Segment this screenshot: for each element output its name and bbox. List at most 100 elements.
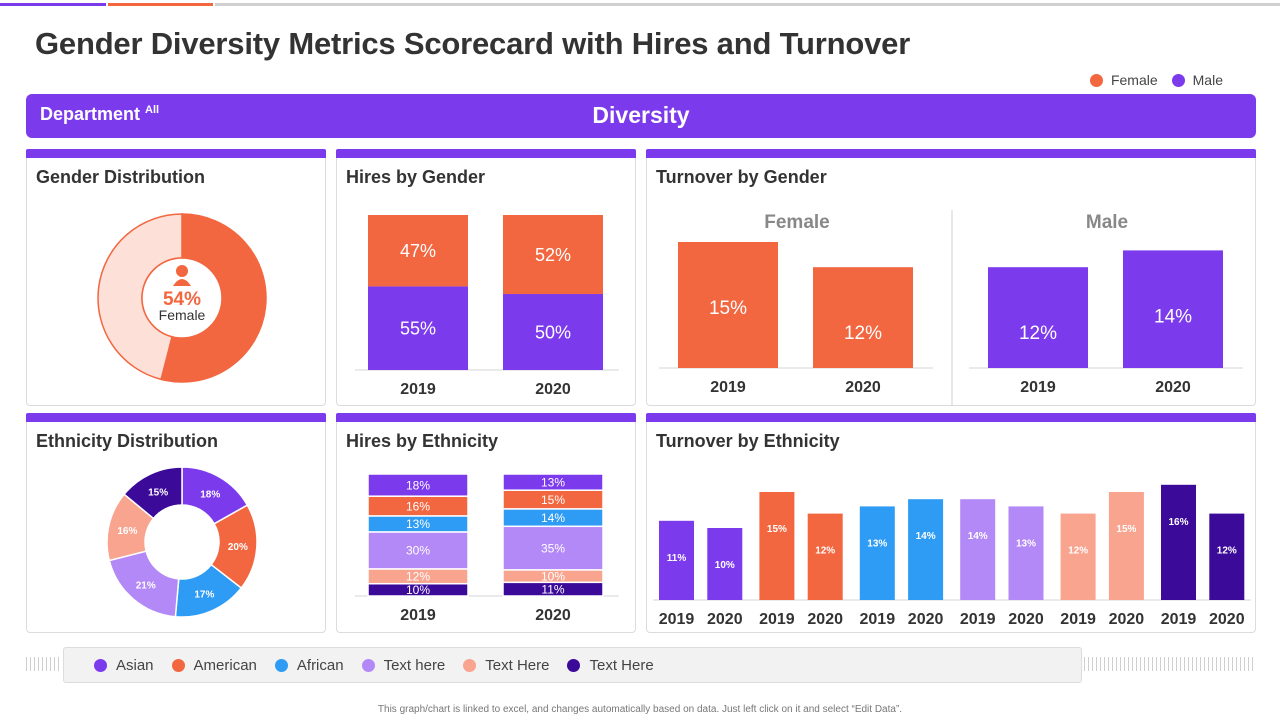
data-label: 16%	[406, 499, 430, 513]
data-label: 12%	[1217, 546, 1237, 557]
legend-hatch-right	[1084, 657, 1256, 671]
legend-item-male: Male	[1171, 72, 1223, 88]
data-label: 14%	[968, 531, 988, 542]
bar	[659, 520, 694, 600]
bar	[1209, 513, 1245, 600]
data-label: 12%	[406, 570, 430, 584]
x-tick-label: 2019	[400, 607, 436, 624]
bar-segment	[367, 473, 469, 497]
x-tick-label: 2020	[535, 607, 571, 624]
panel-title: Turnover by Ethnicity	[656, 431, 840, 451]
x-tick-label: 2020	[535, 381, 571, 398]
data-label: 11%	[667, 553, 687, 564]
data-label: 14%	[916, 531, 936, 542]
bar-segment	[368, 215, 468, 287]
bar-segment	[503, 215, 603, 295]
legend-label: Male	[1192, 72, 1223, 88]
panel-title: Turnover by Gender	[656, 167, 827, 187]
bar	[859, 506, 895, 600]
data-label: 10%	[406, 583, 430, 597]
american-dot-icon	[171, 658, 185, 672]
bar	[807, 513, 843, 600]
data-label: 30%	[406, 544, 430, 558]
legend-item-asian: Asian	[94, 657, 154, 674]
female-dot-icon	[1089, 73, 1103, 87]
data-label: 10%	[541, 569, 565, 583]
x-tick-label: 2019	[710, 379, 746, 396]
gender-distribution-panel: Gender Distribution 54% Female	[26, 149, 326, 406]
x-tick-label: 2020	[1008, 611, 1044, 628]
legend-item-text-here-2: Text Here	[463, 657, 549, 674]
bar-segment	[367, 531, 469, 570]
data-label: 12%	[1019, 323, 1057, 344]
x-tick-label: 2019	[860, 611, 896, 628]
top-accent-bar	[0, 0, 1280, 6]
bar	[960, 499, 996, 600]
gender-distribution-chart: 54%Female	[97, 213, 267, 383]
bar	[1161, 484, 1196, 600]
data-label: 20%	[228, 542, 248, 553]
hires-by-gender-chart: 55% 47% 2019 50% 52% 2020	[355, 215, 619, 398]
data-label: 35%	[541, 541, 565, 555]
legend-label: Text here	[383, 656, 446, 674]
department-value: All	[145, 104, 160, 116]
panel-strip	[26, 149, 326, 158]
data-label: 13%	[406, 517, 430, 531]
panel-strip	[26, 413, 326, 422]
center-label: Female	[159, 307, 206, 323]
bar-segment	[368, 286, 468, 370]
data-label: 16%	[117, 526, 137, 537]
x-tick-label: 2019	[759, 611, 795, 628]
panel-title: Ethnicity Distribution	[36, 431, 218, 451]
data-label: 14%	[541, 511, 565, 525]
legend-hatch-left	[26, 657, 62, 671]
data-label: 12%	[1068, 546, 1088, 557]
data-label: 50%	[535, 322, 571, 342]
african-dot-icon	[274, 658, 288, 672]
legend-label: Asian	[116, 656, 154, 674]
panel-title: Gender Distribution	[36, 167, 206, 187]
ethnicity-distribution-panel: Ethnicity Distribution 18% 20% 17% 21% 16% 15…	[26, 413, 326, 633]
data-label: 13%	[867, 538, 887, 549]
female-user-icon	[176, 265, 188, 277]
data-label: 15%	[767, 524, 787, 535]
department-filter[interactable]: Department All	[40, 104, 159, 125]
bar	[988, 267, 1088, 368]
bar	[1108, 492, 1144, 600]
panel-strip	[336, 413, 636, 422]
data-label: 15%	[709, 298, 747, 319]
hires-by-ethnicity-chart: 10%12%30%13%16%18%201911%10%35%14%15%13%…	[355, 473, 619, 624]
x-tick-label: 2020	[908, 611, 944, 628]
hires-by-gender-panel: Hires by Gender 55% 47% 2019 50% 52% 2020	[336, 149, 636, 406]
data-label: 11%	[541, 582, 564, 596]
panel-title: Hires by Ethnicity	[346, 431, 499, 451]
text-here-3-dot-icon	[567, 658, 581, 672]
group-title: Female	[764, 212, 829, 233]
legend-item-female: Female	[1089, 72, 1158, 88]
bar-segment	[502, 473, 604, 491]
x-tick-label: 2019	[960, 611, 996, 628]
center-value: 54%	[163, 289, 201, 310]
data-label: 14%	[1154, 306, 1192, 327]
bar-segment	[502, 525, 604, 571]
data-label: 16%	[1168, 517, 1188, 528]
section-title: Diversity	[592, 102, 690, 128]
ethnicity-distribution-chart: 18% 20% 17% 21% 16% 15%	[106, 466, 258, 618]
gender-legend: Female Male	[1089, 72, 1223, 88]
data-label: 12%	[844, 323, 882, 344]
legend-item-text-here-3: Text Here	[567, 657, 654, 674]
x-tick-label: 2020	[707, 611, 743, 628]
data-label: 18%	[200, 490, 220, 501]
donut-hole	[141, 257, 223, 339]
data-label: 15%	[541, 493, 565, 507]
asian-dot-icon	[94, 658, 107, 672]
bar	[759, 492, 795, 600]
legend-item-text-here-1: Text here	[361, 656, 446, 674]
data-label: 21%	[136, 581, 156, 592]
panel-strip	[646, 149, 1256, 158]
legend-item-american: American	[171, 657, 257, 674]
x-tick-label: 2020	[1109, 611, 1145, 628]
turnover-by-ethnicity-panel: Turnover by Ethnicity 11% 2019 10% 2020 15% 2…	[646, 413, 1256, 633]
x-tick-label: 2020	[845, 379, 881, 396]
bar	[1008, 506, 1044, 600]
